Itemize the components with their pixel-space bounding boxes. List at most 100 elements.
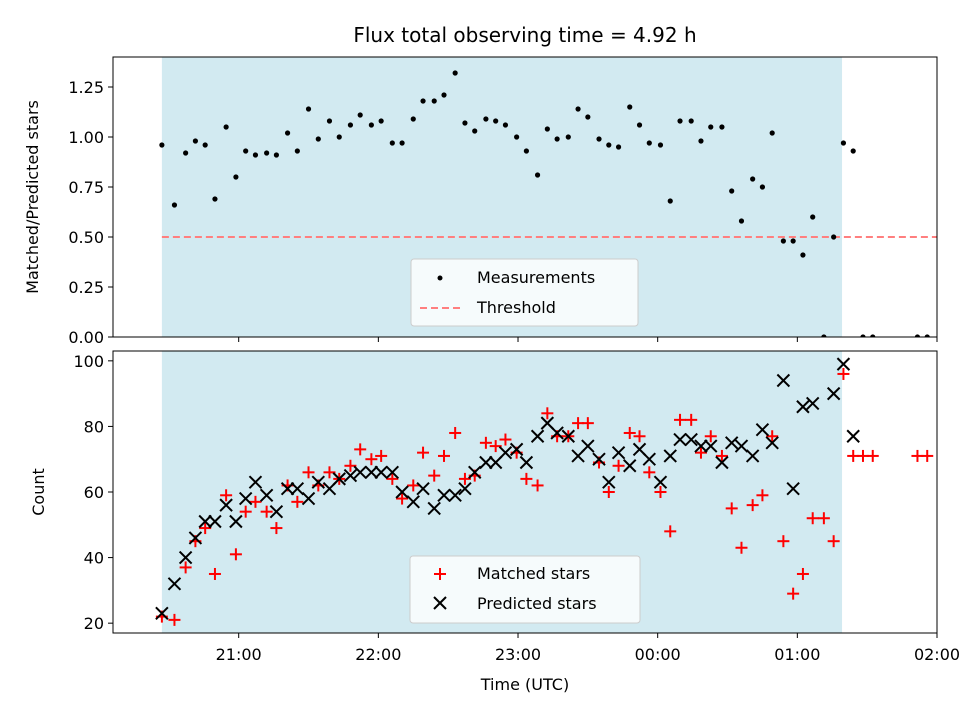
matched-stars-point (437, 449, 450, 462)
measurements-point (441, 92, 447, 98)
x-tick-label: 01:00 (774, 645, 820, 664)
predicted-stars-point (623, 459, 637, 473)
predicted-stars-point (704, 439, 718, 453)
predicted-stars-point (448, 488, 462, 502)
top-y-tick-label: 1.00 (68, 128, 104, 147)
measurements-point (585, 114, 591, 120)
measurements-point (719, 124, 725, 130)
top-axes-frame (112, 56, 938, 338)
predicted-stars-point (581, 439, 595, 453)
bottom-y-tick-label: 100 (73, 352, 104, 371)
measurements-point (378, 118, 384, 124)
predicted-stars-point (353, 465, 367, 480)
bottom-legend: Matched stars Predicted stars (409, 555, 641, 624)
predicted-stars-point (519, 455, 534, 470)
measurements-point (677, 118, 683, 124)
measurements-point (472, 128, 478, 134)
predicted-stars-point (805, 396, 820, 411)
predicted-stars-point (343, 468, 358, 483)
matched-stars-point (777, 535, 790, 548)
bottom-y-axis-label: Count (29, 468, 48, 516)
matched-stars-point (766, 430, 779, 443)
measurements-point (688, 118, 694, 124)
top-plot-area (159, 70, 937, 337)
matched-stars-point (664, 525, 677, 538)
measurements-point (326, 118, 333, 124)
matched-stars-point (796, 567, 809, 580)
measurements-point (502, 122, 509, 128)
matched-stars-point (168, 613, 181, 626)
predicted-stars-point (642, 452, 657, 466)
predicted-stars-point (550, 426, 564, 440)
matched-stars-point (220, 489, 233, 502)
measurements-point (202, 142, 208, 148)
predicted-stars-point (715, 455, 729, 470)
bottom-y-tick-label: 20 (84, 614, 104, 633)
predicted-stars-point (374, 465, 388, 480)
measurements-point (821, 334, 827, 337)
measurements-point (523, 148, 529, 154)
measurements-point (389, 140, 395, 146)
measurements-point (769, 130, 775, 136)
measurements-point (810, 214, 816, 220)
measurements-point (667, 198, 673, 204)
matched-stars-point (354, 443, 367, 456)
measurements-point (627, 104, 633, 110)
predicted-stars-point (364, 465, 379, 480)
measurements-point (171, 202, 178, 208)
measurements-point (840, 140, 847, 146)
matched-stars-point (229, 548, 242, 561)
legend-label-threshold: Threshold (476, 298, 556, 317)
predicted-stars-point (592, 452, 606, 466)
bottom-legend-box (409, 555, 641, 624)
measurements-point (431, 98, 437, 104)
predicted-stars-point (280, 482, 295, 496)
measurements-point (554, 136, 560, 142)
matched-stars-point (428, 469, 441, 482)
measurements-point (850, 148, 856, 154)
measurements-point (233, 174, 239, 180)
matched-stars-point (344, 459, 357, 472)
matched-stars-point (806, 512, 819, 525)
bottom-y-tick-label: 40 (84, 549, 104, 568)
matched-stars-point (499, 433, 512, 446)
measurements-point (357, 112, 363, 118)
measurements-point (284, 130, 291, 136)
matched-stars-point (654, 486, 667, 498)
measurements-point (860, 334, 866, 337)
predicted-stars-point (479, 455, 493, 470)
matched-stars-point (270, 522, 283, 535)
matched-stars-point (479, 436, 492, 449)
matched-stars-point (674, 413, 687, 426)
predicted-stars-point (673, 432, 687, 447)
matched-stars-point (735, 541, 748, 554)
measurements-point (420, 98, 426, 104)
measurements-point (800, 252, 806, 258)
predicted-stars-point (406, 495, 420, 509)
predicted-stars-point (694, 439, 708, 453)
predicted-stars-point (509, 442, 524, 457)
predicted-stars-point (259, 488, 274, 502)
matched-stars-point (249, 495, 262, 508)
predicted-stars-point (530, 429, 545, 443)
measurements-point (575, 106, 581, 112)
legend-marker-predicted (433, 596, 447, 610)
top-y-tick-label: 0.75 (68, 178, 104, 197)
measurements-point (870, 334, 876, 337)
measurements-point (514, 134, 520, 140)
predicted-stars-point (188, 531, 203, 545)
matched-stars-point (386, 472, 399, 485)
x-tick-label: 23:00 (495, 645, 541, 664)
measurements-point (657, 142, 664, 148)
matched-stars-point (725, 502, 738, 515)
matched-stars-point (458, 472, 471, 485)
measurements-point (698, 138, 704, 144)
measurements-point (780, 238, 786, 244)
predicted-stars-point (786, 482, 800, 496)
measurements-point (452, 70, 458, 76)
predicted-stars-point (653, 475, 668, 489)
matched-stars-point (179, 561, 192, 574)
predicted-stars-point (755, 422, 770, 437)
matched-stars-point (449, 426, 462, 439)
